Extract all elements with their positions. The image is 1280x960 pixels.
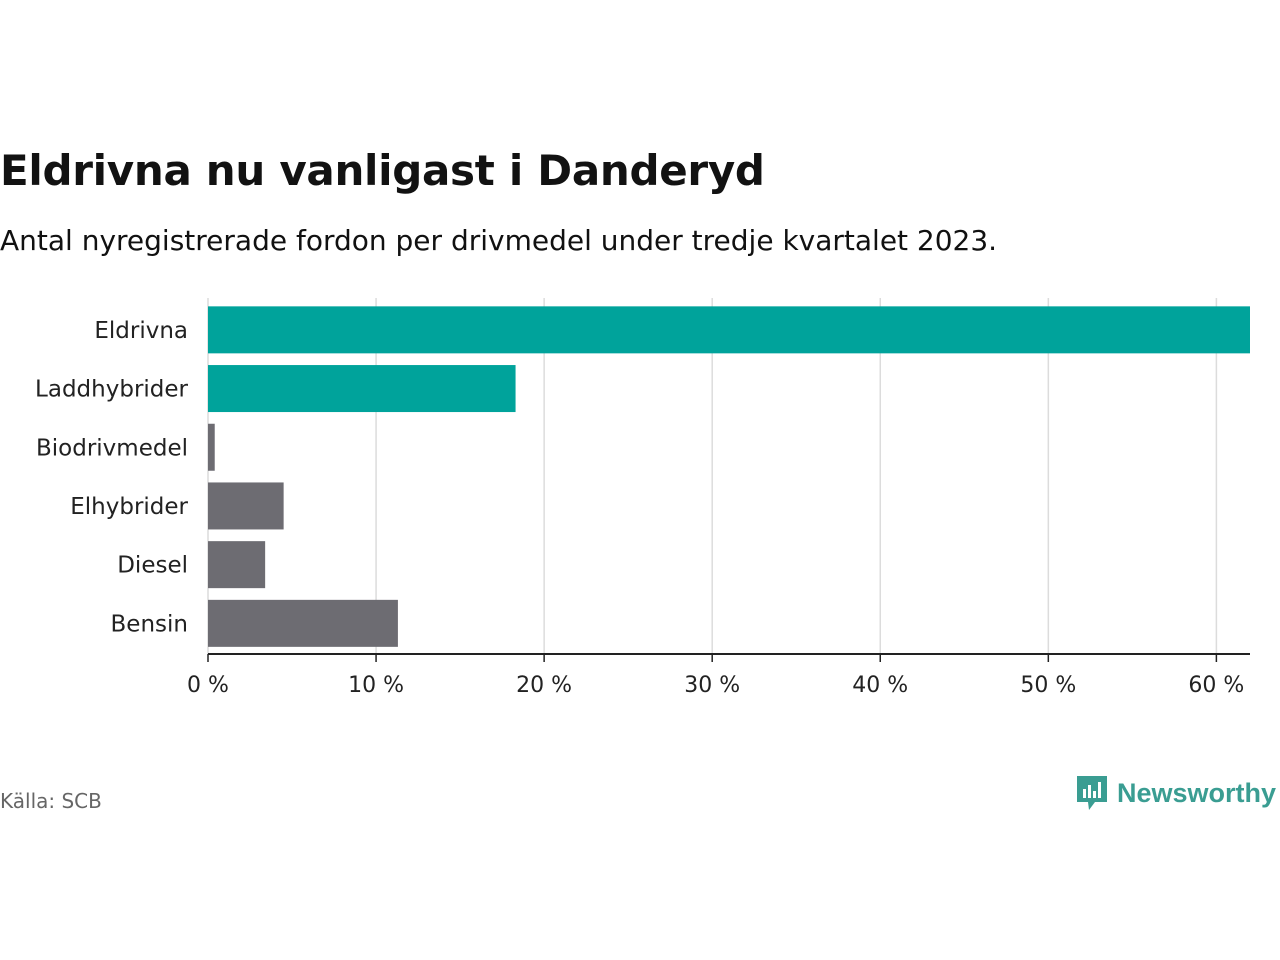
- bar-elhybrider: [208, 482, 284, 530]
- x-tick-label: 40 %: [852, 673, 908, 698]
- category-label: Bensin: [111, 611, 188, 637]
- source-note: Källa: SCB: [0, 789, 102, 813]
- bar-eldrivna: [208, 306, 1250, 354]
- chart-title: Eldrivna nu vanligast i Danderyd: [0, 146, 765, 195]
- x-tick-label: 60 %: [1188, 673, 1244, 698]
- bar-diesel: [208, 541, 266, 589]
- x-tick-label: 0 %: [187, 673, 229, 698]
- chart-subtitle: Antal nyregistrerade fordon per drivmede…: [0, 224, 998, 257]
- bar-biodrivmedel: [208, 423, 215, 471]
- x-tick-label: 20 %: [516, 673, 572, 698]
- category-label: Laddhybrider: [35, 377, 188, 403]
- bar-laddhybrider: [208, 365, 516, 413]
- category-label: Eldrivna: [94, 318, 188, 344]
- brand-logo: Newsworthy: [1075, 774, 1276, 812]
- bar-bensin: [208, 599, 398, 647]
- category-label: Biodrivmedel: [36, 435, 188, 461]
- category-label: Diesel: [117, 553, 188, 579]
- x-tick-label: 50 %: [1020, 673, 1076, 698]
- bar-chart: Eldrivna Laddhybrider Biodrivmedel Elhybrid…: [35, 298, 1250, 698]
- newsworthy-logo-icon: [1076, 776, 1107, 810]
- x-tick-label: 10 %: [348, 673, 404, 698]
- x-tick-label: 30 %: [684, 673, 740, 698]
- brand-name: Newsworthy: [1116, 777, 1276, 808]
- category-label: Elhybrider: [70, 494, 188, 520]
